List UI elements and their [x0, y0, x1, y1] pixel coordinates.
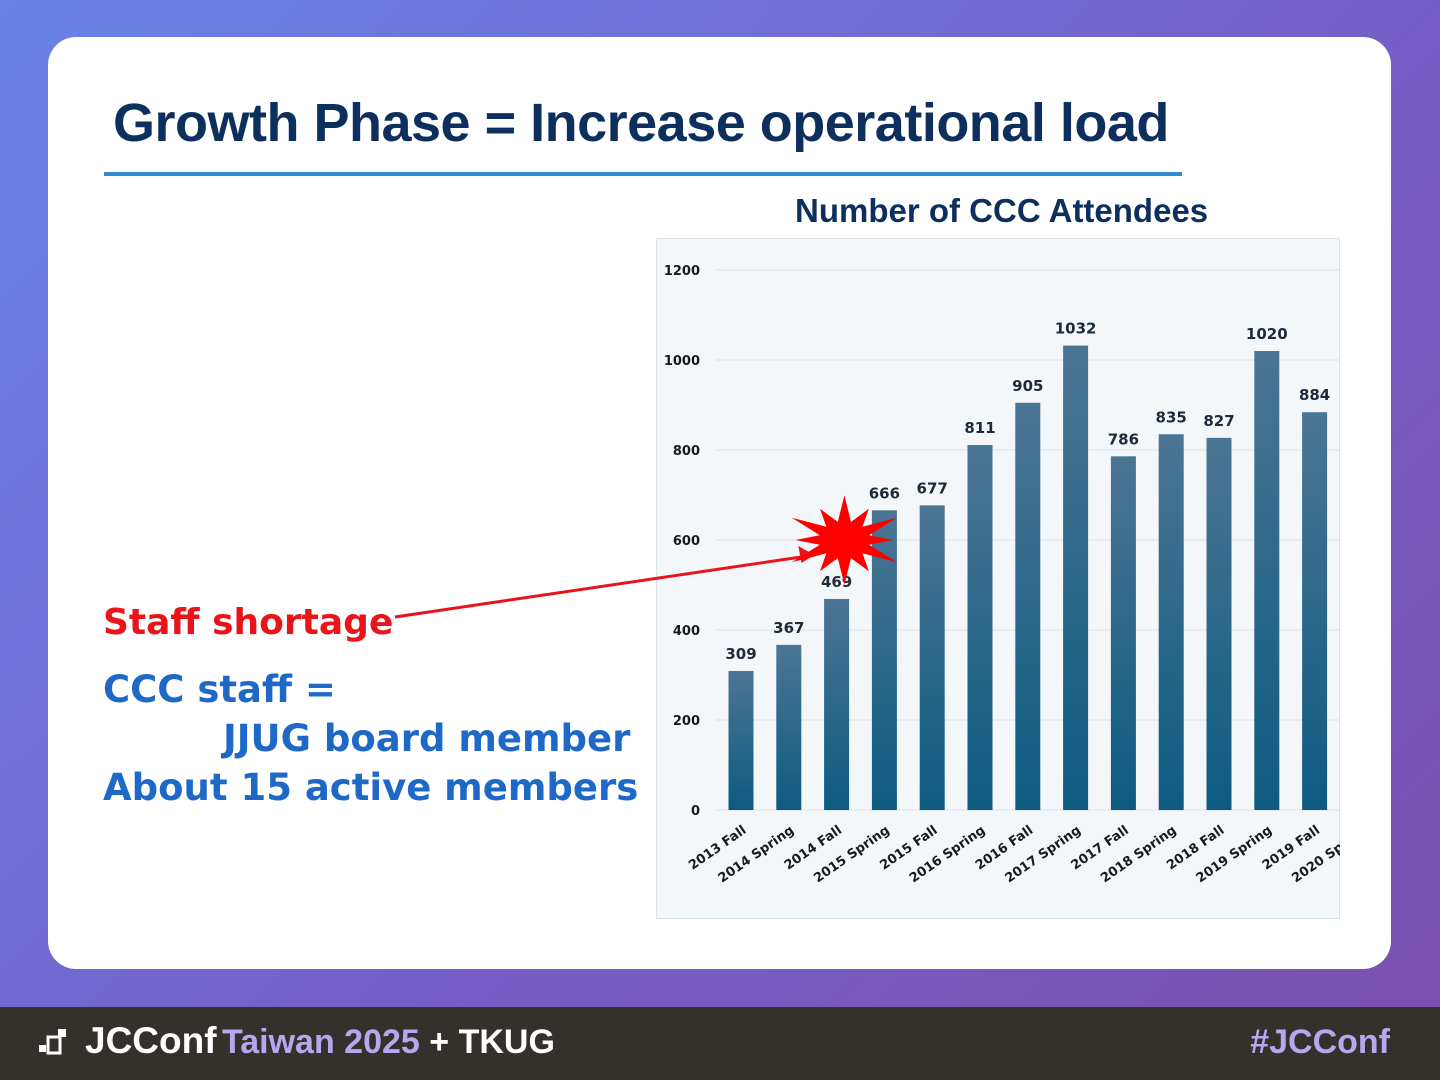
- y-tick-label: 1000: [664, 354, 700, 369]
- bar-value-label: 811: [964, 419, 995, 437]
- bar: [1254, 351, 1280, 810]
- staff-shortage-callout: Staff shortage: [103, 602, 394, 643]
- footer-hashtag: #JCConf: [1250, 1023, 1390, 1061]
- bar-value-label: 786: [1108, 430, 1139, 448]
- bar: [1015, 402, 1041, 810]
- bar-value-label: 827: [1203, 412, 1234, 430]
- title-underline: [104, 172, 1182, 176]
- bar: [967, 445, 993, 810]
- footer-event-name: Taiwan 2025: [222, 1023, 420, 1061]
- footer-event: Taiwan 2025 + TKUG: [222, 1023, 555, 1062]
- y-tick-label: 800: [673, 444, 700, 459]
- bar-value-label: 884: [1299, 386, 1330, 404]
- footer-bar: JCConf Taiwan 2025 + TKUG #JCConf: [0, 1007, 1440, 1080]
- bar-value-label: 1020: [1246, 325, 1288, 343]
- y-tick-label: 400: [673, 624, 700, 639]
- bar: [728, 670, 754, 810]
- y-tick-label: 600: [673, 534, 700, 549]
- callout-arrow: [394, 553, 815, 619]
- bar: [1158, 434, 1184, 810]
- staff-line-2: JJUG board member: [223, 717, 631, 760]
- bar-value-label: 677: [917, 479, 948, 497]
- bar: [1206, 437, 1232, 810]
- bar: [1302, 412, 1328, 810]
- bar: [1063, 345, 1089, 810]
- footer-plus: +: [429, 1023, 450, 1061]
- y-tick-label: 0: [691, 804, 700, 819]
- bar: [824, 598, 850, 810]
- bar: [919, 505, 945, 810]
- staff-description: CCC staff = JJUG board member About 15 a…: [103, 665, 638, 812]
- bar-value-label: 666: [869, 484, 900, 502]
- bar-value-label: 905: [1012, 377, 1043, 395]
- y-tick-label: 200: [673, 714, 700, 729]
- footer-brand: JCConf: [85, 1020, 217, 1061]
- bar-value-label: 835: [1156, 408, 1187, 426]
- bar-value-label: 1032: [1055, 320, 1097, 338]
- bar-value-label: 367: [773, 619, 804, 637]
- chart-title: Number of CCC Attendees: [795, 192, 1209, 229]
- bar: [1110, 456, 1136, 810]
- slide-title: Growth Phase = Increase operational load: [113, 93, 1169, 153]
- starburst-icon: [791, 495, 897, 585]
- y-tick-label: 1200: [664, 264, 700, 279]
- bar-value-label: 309: [725, 645, 756, 663]
- footer-partner: TKUG: [458, 1023, 555, 1061]
- staff-line-1: CCC staff =: [103, 668, 336, 711]
- bar: [776, 644, 802, 810]
- staff-line-3: About 15 active members: [103, 766, 639, 809]
- jcconf-logo-icon: [39, 1029, 66, 1055]
- bar-value-label: 469: [821, 573, 852, 591]
